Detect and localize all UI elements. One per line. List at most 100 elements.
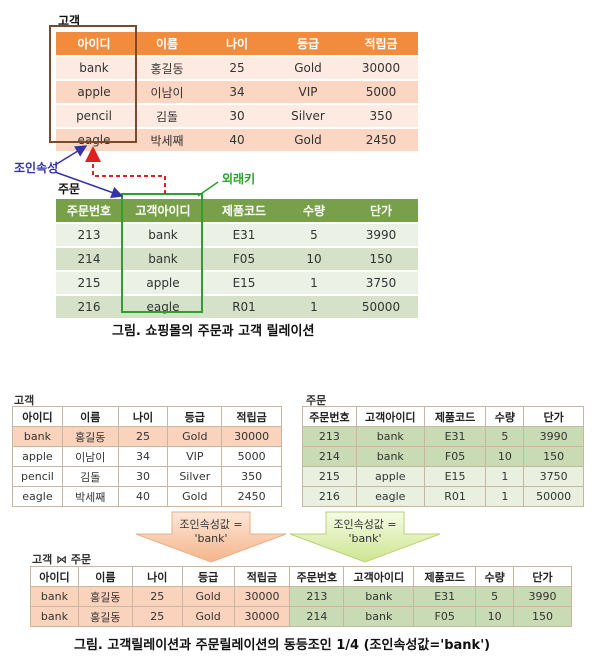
table-cell: 25 bbox=[202, 56, 272, 81]
join-attr-label: 조인속성 bbox=[14, 161, 59, 175]
header-cell: 등급 bbox=[181, 566, 235, 587]
table-row: eagle 박세째 40 Gold 2450 bbox=[12, 486, 282, 507]
table-cell: 214 bbox=[302, 446, 357, 467]
table-cell: 40 bbox=[117, 486, 169, 507]
header-cell: 주문번호 bbox=[56, 199, 122, 224]
table-cell: Gold bbox=[181, 606, 235, 627]
table-cell: apple bbox=[12, 446, 63, 467]
table-header-row: 주문번호 고객아이디 제품코드 수량 단가 bbox=[302, 406, 584, 427]
table-cell: 이남이 bbox=[61, 446, 119, 467]
table-cell: 10 bbox=[475, 606, 515, 627]
top-order-label: 주문 bbox=[58, 182, 81, 196]
header-cell: 등급 bbox=[167, 406, 223, 427]
join-attr-arrow-down bbox=[54, 171, 124, 199]
table-header-row: 아이디 이름 나이 등급 적립금 bbox=[56, 32, 418, 57]
table-cell: 213 bbox=[289, 586, 345, 607]
join-attr-arrow-up bbox=[54, 145, 88, 166]
table-cell: 215 bbox=[302, 466, 357, 487]
header-cell: 아이디 bbox=[12, 406, 63, 427]
table-cell: bank bbox=[343, 606, 415, 627]
table-cell: E15 bbox=[423, 466, 487, 487]
table-cell: VIP bbox=[167, 446, 223, 467]
table-cell: E31 bbox=[423, 426, 487, 447]
table-cell: bank bbox=[12, 426, 63, 447]
header-cell: 고객아이디 bbox=[343, 566, 415, 587]
table-cell: 215 bbox=[56, 271, 122, 296]
customer-id-column-highlight bbox=[49, 25, 137, 143]
header-cell: 수량 bbox=[284, 199, 344, 224]
table-cell: 5000 bbox=[344, 80, 418, 105]
table-row: pencil 김돌 30 Silver 350 bbox=[56, 104, 418, 129]
bottom-order-label: 주문 bbox=[306, 394, 327, 407]
table-cell: R01 bbox=[204, 295, 284, 320]
table-cell: F05 bbox=[204, 247, 284, 272]
header-cell: 제품코드 bbox=[423, 406, 487, 427]
header-cell: 제품코드 bbox=[413, 566, 477, 587]
table-cell: eagle bbox=[122, 295, 204, 320]
table-row: apple 이남이 34 VIP 5000 bbox=[12, 446, 282, 467]
header-cell: 수량 bbox=[475, 566, 515, 587]
table-cell: 5 bbox=[284, 223, 344, 248]
table-row: 214 bank F05 10 150 bbox=[302, 446, 584, 467]
table-cell: 박세째 bbox=[61, 486, 119, 507]
foreign-key-arrow bbox=[85, 146, 166, 194]
order-select-arrow bbox=[289, 511, 441, 563]
table-cell: bank bbox=[30, 586, 79, 607]
table-cell: 350 bbox=[221, 466, 282, 487]
header-cell: 이름 bbox=[77, 566, 133, 587]
table-row: bank 홍길동 25 Gold 30000 bbox=[12, 426, 282, 447]
table-cell: 김돌 bbox=[61, 466, 119, 487]
table-cell: 30000 bbox=[233, 586, 291, 607]
table-cell: 5 bbox=[475, 586, 515, 607]
table-cell: eagle bbox=[12, 486, 63, 507]
join-result-table: 아이디 이름 나이 등급 적립금 주문번호 고객아이디 제품코드 수량 단가 b… bbox=[30, 566, 572, 627]
table-row: 216 eagle R01 1 50000 bbox=[56, 295, 418, 320]
table-cell: 3750 bbox=[523, 466, 584, 487]
header-cell: 주문번호 bbox=[302, 406, 357, 427]
foreign-key-label: 외래키 bbox=[222, 172, 256, 186]
bottom-order-table: 주문번호 고객아이디 제품코드 수량 단가 213 bank E31 5 399… bbox=[302, 406, 584, 507]
table-cell: 2450 bbox=[221, 486, 282, 507]
table-cell: 1 bbox=[284, 295, 344, 320]
table-cell: 30 bbox=[202, 104, 272, 129]
table-cell: bank bbox=[122, 247, 204, 272]
table-cell: 30 bbox=[117, 466, 169, 487]
table-cell: E31 bbox=[204, 223, 284, 248]
header-cell: 주문번호 bbox=[289, 566, 345, 587]
table-cell: 50000 bbox=[344, 295, 418, 320]
table-cell: pencil bbox=[12, 466, 63, 487]
header-cell: 수량 bbox=[485, 406, 525, 427]
table-cell: 2450 bbox=[344, 128, 418, 153]
table-cell: F05 bbox=[413, 606, 477, 627]
header-cell: 적립금 bbox=[344, 32, 418, 57]
header-cell: 단가 bbox=[513, 566, 572, 587]
table-row: 216 eagle R01 1 50000 bbox=[302, 486, 584, 507]
table-cell: 150 bbox=[344, 247, 418, 272]
right-arrow-line-1: 조인속성값 = bbox=[333, 518, 397, 531]
table-cell: bank bbox=[355, 446, 425, 467]
table-cell: E31 bbox=[413, 586, 477, 607]
table-cell: 30000 bbox=[233, 606, 291, 627]
table-cell: 34 bbox=[117, 446, 169, 467]
header-cell: 적립금 bbox=[233, 566, 291, 587]
table-cell: Silver bbox=[272, 104, 344, 129]
table-cell: 216 bbox=[302, 486, 357, 507]
table-cell: R01 bbox=[423, 486, 487, 507]
header-cell: 단가 bbox=[344, 199, 418, 224]
table-cell: 10 bbox=[284, 247, 344, 272]
table-cell: bank bbox=[122, 223, 204, 248]
table-cell: 1 bbox=[485, 466, 525, 487]
header-cell: 나이 bbox=[202, 32, 272, 57]
header-cell: 등급 bbox=[272, 32, 344, 57]
table-cell: Silver bbox=[167, 466, 223, 487]
table-row: bank 홍길동 25 Gold 30000 213 bank E31 5 39… bbox=[30, 586, 572, 607]
table-cell: 214 bbox=[289, 606, 345, 627]
table-cell: 10 bbox=[485, 446, 525, 467]
table-cell: 216 bbox=[56, 295, 122, 320]
table-cell: 홍길동 bbox=[77, 606, 133, 627]
table-cell: apple bbox=[355, 466, 425, 487]
header-cell: 나이 bbox=[117, 406, 169, 427]
top-customer-table: 아이디 이름 나이 등급 적립금 bank 홍길동 25 Gold 30000 … bbox=[56, 32, 418, 153]
table-row: apple 이남이 34 VIP 5000 bbox=[56, 80, 418, 105]
top-annotation-overlay bbox=[49, 25, 219, 313]
